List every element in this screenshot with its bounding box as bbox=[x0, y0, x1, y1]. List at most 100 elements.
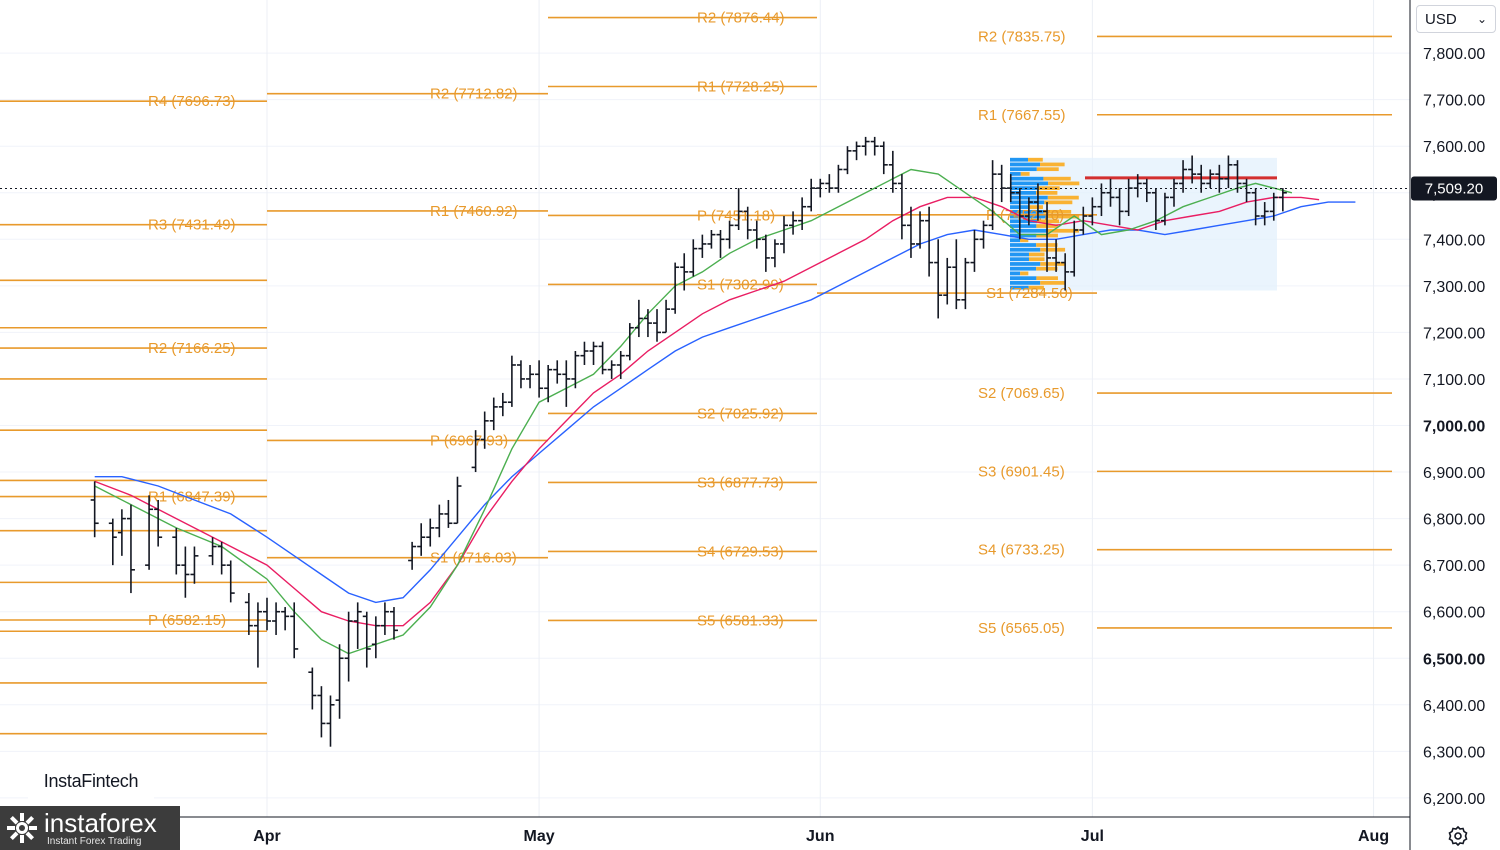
ohlc-bar bbox=[1070, 220, 1079, 277]
ohlc-bar bbox=[1142, 178, 1151, 203]
ohlc-bar bbox=[934, 239, 943, 319]
ohlc-bar bbox=[943, 257, 952, 305]
pivot-label: S4 (6729.53) bbox=[697, 543, 784, 560]
settings-icon[interactable] bbox=[1446, 824, 1470, 848]
y-tick-label: 7,400.00 bbox=[1423, 232, 1485, 249]
ohlc-bar bbox=[1033, 183, 1042, 221]
ohlc-bar bbox=[716, 229, 725, 258]
profile-row-sell bbox=[1040, 162, 1065, 167]
ohlc-bar bbox=[1043, 202, 1052, 272]
ohlc-bar bbox=[1015, 188, 1024, 240]
ohlc-bar bbox=[1151, 188, 1160, 230]
ohlc-bar bbox=[689, 239, 698, 277]
volume-profile bbox=[1010, 157, 1277, 291]
ohlc-bar bbox=[1278, 188, 1287, 212]
profile-row-sell bbox=[1036, 191, 1058, 195]
ohlc-bar bbox=[417, 523, 426, 556]
current-price-label: 7,509.20 bbox=[1425, 180, 1483, 197]
pivot-label: S3 (6901.45) bbox=[978, 463, 1065, 480]
profile-row-buy bbox=[1010, 191, 1037, 195]
pivot-label: S5 (6581.33) bbox=[697, 612, 784, 629]
y-tick-label: 7,100.00 bbox=[1423, 372, 1485, 389]
profile-row-sell bbox=[1040, 262, 1066, 266]
ohlc-bar bbox=[1215, 164, 1224, 193]
ohlc-bar bbox=[607, 360, 616, 379]
pivot-label: S2 (7069.65) bbox=[978, 385, 1065, 402]
pivot-levels: R4 (7696.73) R3 (7431.49) R2 (7166.25) R1 (… bbox=[0, 10, 1392, 735]
profile-row-buy bbox=[1010, 162, 1041, 167]
ohlc-bar bbox=[308, 667, 317, 710]
ohlc-bar bbox=[326, 695, 335, 747]
ohlc-bar bbox=[281, 607, 290, 631]
pivot-label: S4 (6733.25) bbox=[978, 542, 1065, 559]
pivot-label: P (6582.15) bbox=[148, 612, 226, 629]
x-tick-label: Aug bbox=[1358, 828, 1389, 845]
profile-row-buy bbox=[1010, 266, 1037, 271]
ohlc-bar bbox=[952, 239, 961, 310]
ohlc-bar bbox=[344, 611, 353, 682]
ohlc-bar bbox=[1160, 192, 1169, 226]
ohlc-bars bbox=[90, 136, 1287, 747]
profile-row-sell bbox=[1040, 281, 1065, 285]
currency-label: USD bbox=[1425, 10, 1457, 28]
ohlc-bar bbox=[208, 537, 217, 566]
ohlc-bar bbox=[634, 299, 643, 338]
profile-row-sell bbox=[1036, 167, 1059, 172]
ohlc-bar bbox=[643, 309, 652, 338]
profile-row-sell bbox=[1036, 276, 1058, 281]
ohlc-bar bbox=[507, 355, 516, 407]
instaforex-logo: instaforex Instant Forex Trading bbox=[0, 806, 180, 850]
pivot-label: R4 (7696.73) bbox=[148, 93, 236, 110]
sma-slow-line bbox=[94, 201, 1356, 604]
pivot-label: S5 (6565.05) bbox=[978, 620, 1065, 637]
ohlc-bar bbox=[244, 593, 253, 635]
profile-row-buy bbox=[1010, 281, 1041, 285]
profile-row-buy bbox=[1010, 228, 1048, 233]
pivot-label: S1 (7302.99) bbox=[697, 276, 784, 293]
currency-select[interactable]: USD ⌄ bbox=[1416, 5, 1496, 33]
profile-row-sell bbox=[1028, 257, 1045, 262]
ohlc-bar bbox=[979, 220, 988, 249]
ohlc-bar bbox=[916, 211, 925, 249]
profile-row-buy bbox=[1010, 209, 1044, 214]
pivot-label: R2 (7166.25) bbox=[148, 340, 236, 357]
ohlc-bar bbox=[562, 360, 571, 407]
ohlc-bar bbox=[879, 141, 888, 175]
ohlc-bar bbox=[272, 602, 281, 635]
pivot-label: R2 (7876.44) bbox=[697, 10, 785, 27]
profile-row-sell bbox=[1020, 271, 1029, 276]
ohlc-bar bbox=[970, 229, 979, 272]
y-tick-label: 7,600.00 bbox=[1423, 139, 1485, 156]
sma-fast-line bbox=[94, 168, 1293, 655]
x-tick-label: Jun bbox=[806, 828, 834, 845]
instaforex-logo-text: instaforex bbox=[44, 808, 157, 838]
chevron-down-icon: ⌄ bbox=[1476, 12, 1487, 26]
ohlc-bar bbox=[1052, 239, 1061, 272]
ohlc-bar bbox=[1242, 178, 1251, 203]
ohlc-bar bbox=[335, 644, 344, 719]
ohlc-bar bbox=[1061, 253, 1070, 291]
ohlc-bar bbox=[498, 392, 507, 417]
y-tick-label: 6,800.00 bbox=[1423, 512, 1485, 529]
ohlc-bar bbox=[1269, 192, 1278, 221]
profile-row-sell bbox=[1043, 209, 1072, 214]
ohlc-bar bbox=[489, 397, 498, 431]
pivot-label: P (6967.93) bbox=[430, 432, 508, 449]
ohlc-bar bbox=[1233, 160, 1242, 193]
profile-row-buy bbox=[1010, 238, 1021, 243]
profile-row-buy bbox=[1010, 224, 1037, 228]
profile-row-sell bbox=[1020, 238, 1029, 243]
y-tick-label: 6,600.00 bbox=[1423, 605, 1485, 622]
ohlc-bar bbox=[108, 518, 117, 566]
ohlc-bar bbox=[807, 178, 816, 212]
ohlc-bar bbox=[734, 188, 743, 230]
ohlc-bar bbox=[553, 360, 562, 384]
ohlc-bar bbox=[526, 364, 535, 389]
profile-row-sell bbox=[1044, 200, 1073, 205]
profile-row-buy bbox=[1010, 285, 1029, 290]
profile-row-buy bbox=[1010, 252, 1029, 257]
y-tick-label: 6,900.00 bbox=[1423, 465, 1485, 482]
profile-row-sell bbox=[1047, 195, 1079, 200]
profile-row-buy bbox=[1010, 257, 1029, 262]
